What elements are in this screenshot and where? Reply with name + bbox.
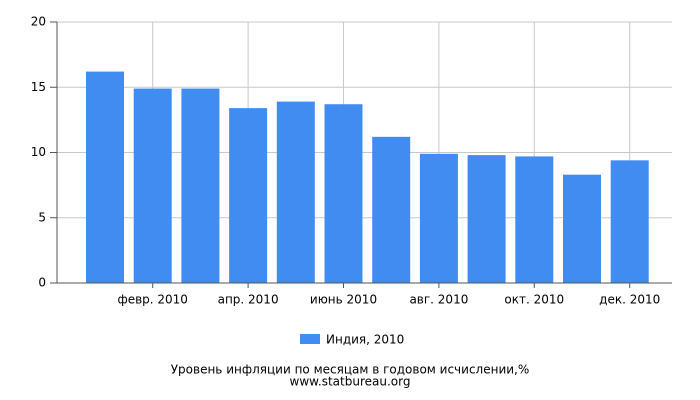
y-tick-label: 10 <box>31 145 46 159</box>
legend-label: Индия, 2010 <box>326 333 404 347</box>
bar <box>133 88 172 284</box>
x-tick-label: дек. 2010 <box>599 293 660 307</box>
x-tick-label: окт. 2010 <box>504 293 564 307</box>
bar <box>181 88 220 284</box>
y-tick-label: 15 <box>31 80 46 94</box>
x-tick-label: авг. 2010 <box>409 293 468 307</box>
bar <box>610 160 649 283</box>
x-tick-label: апр. 2010 <box>218 293 279 307</box>
legend-swatch <box>300 334 320 344</box>
bar <box>515 156 554 283</box>
x-tick-label: февр. 2010 <box>117 293 188 307</box>
x-tick-label: июнь 2010 <box>310 293 377 307</box>
bar <box>419 153 458 283</box>
y-tick-label: 0 <box>38 276 46 290</box>
bar <box>276 101 315 283</box>
bar <box>229 108 268 283</box>
bar <box>563 174 601 283</box>
bar <box>86 71 124 283</box>
bar <box>467 155 506 283</box>
y-tick-label: 5 <box>38 210 46 224</box>
chart-title: Уровень инфляции по месяцам в годовом ис… <box>171 363 530 377</box>
bar <box>372 136 411 283</box>
bar <box>324 104 363 283</box>
chart-subtitle: www.statbureau.org <box>290 375 411 389</box>
y-tick-label: 20 <box>31 15 46 29</box>
